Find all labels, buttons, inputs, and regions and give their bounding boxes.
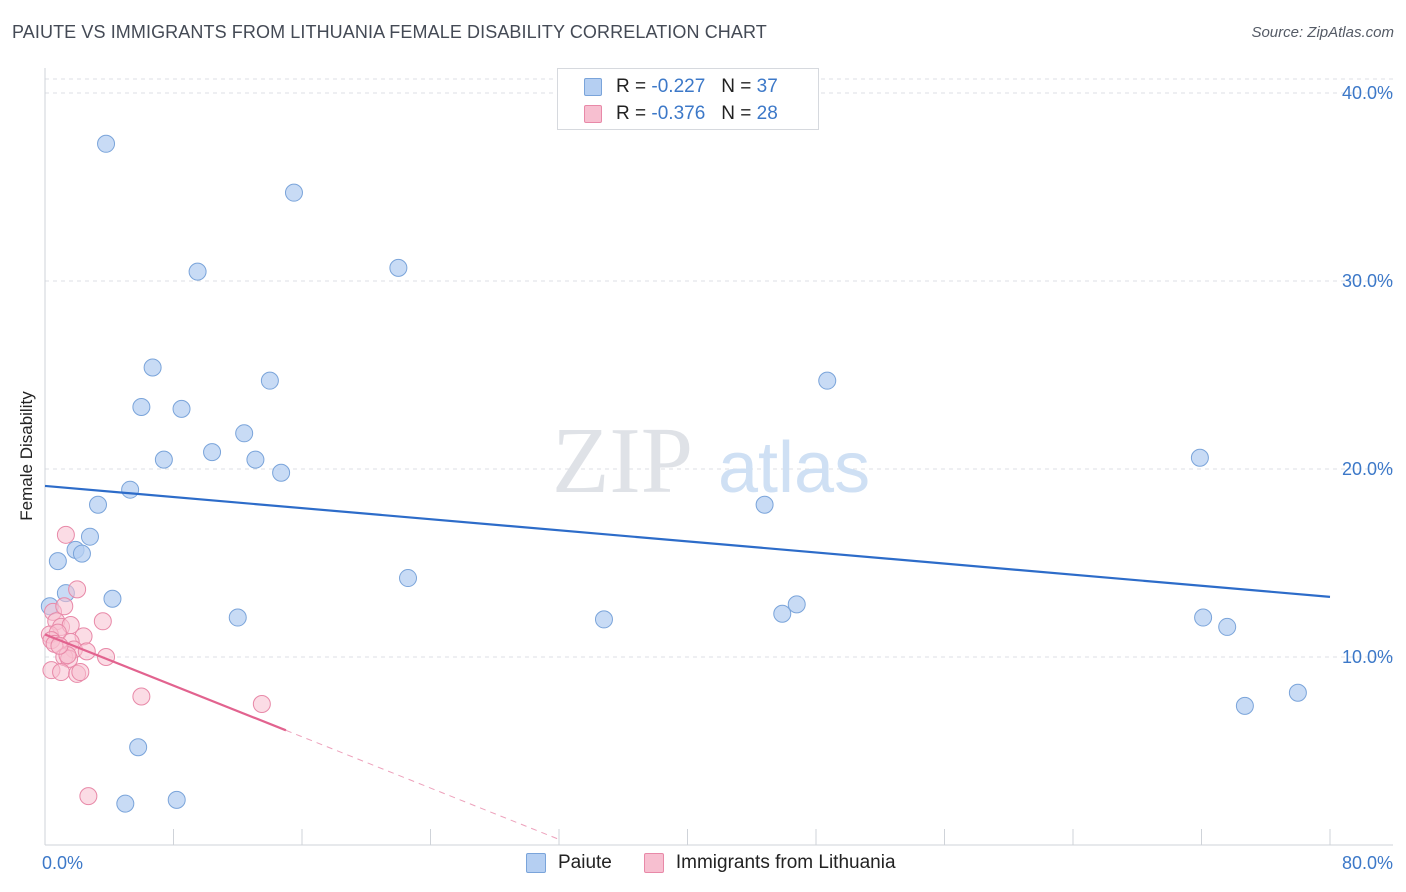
paiute-trend-line [44,484,1331,598]
paiute-point [72,544,91,563]
paiute-point [97,134,116,153]
lithuania-point [71,663,90,682]
paiute-point [89,495,108,514]
paiute-point [172,399,191,418]
legend-row-lithuania: R = -0.376 N = 28 [584,103,778,125]
paiute-point [594,610,613,629]
trend-lines [44,484,1331,840]
paiute-point [246,450,265,469]
axes [44,68,1393,846]
paiute-point [1194,608,1213,627]
paiute-point [1235,696,1254,715]
legend-r-value: -0.227 [651,76,706,97]
legend-n-label: N = [721,103,752,124]
watermark: ZIP atlas [552,409,870,513]
legend-r-value: -0.376 [651,103,706,124]
lithuania-trend-extension [285,729,560,840]
legend-item-paiute[interactable]: Paiute [526,852,612,874]
paiute-points [40,134,1307,813]
paiute-point [116,794,135,813]
legend-n-value: 37 [756,76,778,97]
lithuania-point [68,580,87,599]
lithuania-trend-line [44,633,287,732]
legend-label-lithuania: Immigrants from Lithuania [675,852,896,873]
paiute-point [228,608,247,627]
y-tick-label: 30.0% [1342,271,1393,291]
watermark-atlas: atlas [718,428,870,508]
paiute-point [755,495,774,514]
paiute-point [773,604,792,623]
legend-r-label: R = [616,103,647,124]
paiute-point [818,371,837,390]
lithuania-point [52,663,71,682]
paiute-point [399,569,418,588]
paiute-point [154,450,173,469]
lithuania-point [79,787,98,806]
paiute-point [235,424,254,443]
lithuania-point [93,612,112,631]
paiute-point [1190,448,1209,467]
paiute-point [129,738,148,757]
lithuania-swatch [643,853,664,873]
lithuania-point [252,695,271,714]
paiute-point [389,258,408,277]
correlation-legend: R = -0.227 N = 37 R = -0.376 N = 28 [557,68,819,130]
legend-n-value: 28 [756,103,778,124]
paiute-point [121,480,140,499]
y-tick-label: 10.0% [1342,647,1393,667]
lithuania-point [55,597,74,616]
series-legend: Paiute Immigrants from Lithuania [526,852,928,874]
paiute-swatch [526,853,546,873]
paiute-point [787,595,806,614]
tick-labels: 10.0% 20.0% 30.0% 40.0% 0.0% 80.0% [42,83,1393,873]
paiute-point [260,371,279,390]
legend-label-paiute: Paiute [558,852,612,873]
paiute-point [272,463,291,482]
lithuania-point [56,525,75,544]
paiute-point [48,552,67,571]
y-tick-label: 40.0% [1342,83,1393,103]
legend-row-paiute: R = -0.227 N = 37 [584,76,778,98]
legend-r-label: R = [616,76,647,97]
watermark-zip: ZIP [552,409,693,513]
paiute-point [167,790,186,809]
x-tick-label: 0.0% [42,853,83,873]
paiute-swatch [584,78,602,96]
chart-title: PAIUTE VS IMMIGRANTS FROM LITHUANIA FEMA… [12,22,767,42]
lithuania-points [40,525,271,806]
paiute-point [143,358,162,377]
paiute-point [188,262,207,281]
paiute-point [203,443,222,462]
legend-item-lithuania[interactable]: Immigrants from Lithuania [643,852,896,874]
paiute-point [132,397,151,416]
x-tick-label: 80.0% [1342,853,1393,873]
paiute-point [1288,683,1307,702]
paiute-point [284,183,303,202]
y-tick-label: 20.0% [1342,459,1393,479]
lithuania-point [132,687,151,706]
paiute-point [103,589,122,608]
paiute-point [1218,617,1237,636]
source-label: Source: ZipAtlas.com [1251,24,1394,41]
lithuania-swatch [584,105,602,123]
paiute-point [80,527,99,546]
legend-n-label: N = [721,76,752,97]
grid-lines [45,78,1393,658]
